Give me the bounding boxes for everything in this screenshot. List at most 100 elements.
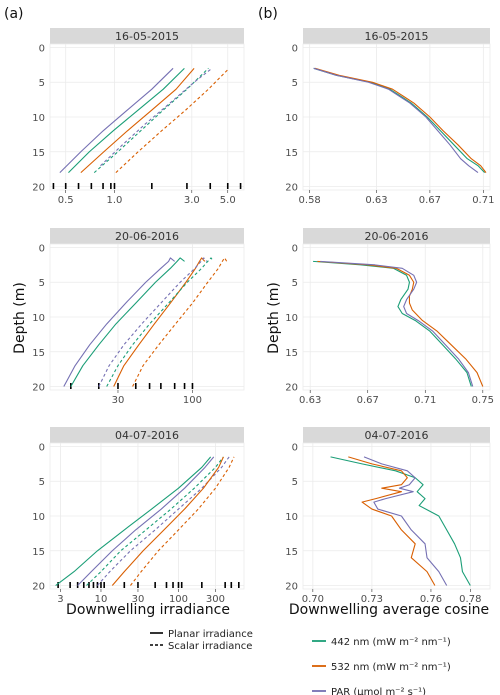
y-tick-label: 20 <box>285 582 298 593</box>
y-tick-label: 0 <box>39 243 45 254</box>
series-line-532-nm-planar <box>80 67 195 174</box>
x-tick-label: 30 <box>132 594 145 605</box>
x-tick-label: 3 <box>57 594 63 605</box>
legend-label-color: PAR (µmol m⁻² s⁻¹) <box>331 687 426 695</box>
x-tick-label: 0.58 <box>299 195 321 206</box>
y-tick-label: 20 <box>32 582 45 593</box>
series-line-442-nm-scalar <box>106 257 214 387</box>
color-legend: 442 nm (mW m⁻² nm⁻¹) 532 nm (mW m⁻² nm⁻¹)… <box>312 637 451 695</box>
y-tick-label: 5 <box>292 477 298 488</box>
x-tick-label: 100 <box>183 395 202 406</box>
x-axis-label-left: Downwelling irradiance <box>66 602 230 618</box>
panel-border <box>302 243 491 391</box>
panel-border <box>49 243 245 391</box>
y-tick-label: 10 <box>32 313 45 324</box>
y-axis-label-left: Depth (m) <box>12 282 28 354</box>
y-tick-label: 20 <box>285 383 298 394</box>
x-tick-label: 30 <box>112 395 125 406</box>
y-tick-label: 15 <box>32 348 45 359</box>
series-line-442-nm <box>313 260 472 387</box>
series-line-442-nm-scalar <box>93 67 209 174</box>
y-tick-label: 10 <box>285 512 298 523</box>
panel-border <box>49 43 245 191</box>
series-line-532-nm-scalar <box>115 67 230 174</box>
facet-strip-label: 16-05-2015 <box>365 30 429 43</box>
series-line-532-nm-scalar <box>132 257 228 387</box>
y-tick-label: 15 <box>285 148 298 159</box>
panel-right-2: 20-06-2016 0 5 10 15 200.63 0.67 0.71 0.75 <box>285 228 494 406</box>
x-tick-label: 100 <box>169 594 188 605</box>
series-line-442-nm-scalar <box>86 456 224 586</box>
x-tick-label: 1.0 <box>107 195 123 206</box>
facet-strip <box>303 427 490 443</box>
facet-strip <box>50 228 244 244</box>
y-tick-label: 15 <box>32 547 45 558</box>
x-tick-label: 0.71 <box>414 395 436 406</box>
x-tick-label: 0.67 <box>357 395 379 406</box>
series-line-par-planar <box>63 257 176 387</box>
facet-strip-label: 04-07-2016 <box>115 429 179 442</box>
x-tick-label: 300 <box>206 594 225 605</box>
series-line-par <box>320 260 474 387</box>
y-tick-label: 15 <box>32 148 45 159</box>
x-tick-label: 5.0 <box>220 195 236 206</box>
x-tick-label: 0.5 <box>58 195 74 206</box>
x-tick-label: 0.78 <box>459 594 481 605</box>
facet-strip-label: 16-05-2015 <box>115 30 179 43</box>
series-line-par-scalar <box>97 456 230 586</box>
y-tick-label: 0 <box>39 442 45 453</box>
panel-border <box>302 43 491 191</box>
y-tick-label: 0 <box>292 43 298 54</box>
panel-border <box>302 442 491 590</box>
y-tick-label: 5 <box>39 78 45 89</box>
y-tick-label: 10 <box>32 113 45 124</box>
y-tick-label: 20 <box>285 183 298 194</box>
panel-border <box>49 442 245 590</box>
series-line-442-nm-planar <box>55 456 212 586</box>
panel-left-1: 16-05-2015 0 5 10 15 20 0.5 1.0 3.0 5.0 <box>32 28 245 206</box>
panel-right-1: 16-05-2015 0 5 10 15 200.58 0.63 0.67 0.71 <box>285 28 494 206</box>
y-tick-label: 5 <box>39 477 45 488</box>
series-line-442-nm-planar <box>70 257 185 387</box>
series-line-par-scalar <box>100 67 213 167</box>
y-tick-label: 5 <box>39 278 45 289</box>
y-tick-label: 20 <box>32 183 45 194</box>
series-line-442-nm-planar <box>68 67 185 174</box>
series-line-532-nm-planar <box>111 456 224 586</box>
y-tick-label: 10 <box>32 512 45 523</box>
y-tick-label: 10 <box>285 313 298 324</box>
series-line-par-planar <box>59 67 174 174</box>
x-axis-label-right: Downwelling average cosine <box>289 602 489 618</box>
x-tick-label: 0.71 <box>472 195 494 206</box>
y-tick-label: 0 <box>292 442 298 453</box>
y-tick-label: 20 <box>32 383 45 394</box>
y-tick-label: 15 <box>285 348 298 359</box>
panel-left-3: 04-07-2016 0 5 10 15 20 3 10 30 100 300 <box>32 427 245 605</box>
y-tick-label: 5 <box>292 78 298 89</box>
facet-strip-label: 04-07-2016 <box>365 429 429 442</box>
series-line-532-nm <box>348 456 436 586</box>
facet-strip-label: 20-06-2016 <box>365 230 429 243</box>
series-line-442-nm <box>330 456 471 586</box>
series-line-532-nm <box>314 67 487 173</box>
y-tick-label: 15 <box>285 547 298 558</box>
legend-label-color: 532 nm (mW m⁻² nm⁻¹) <box>331 662 451 673</box>
x-tick-label: 0.75 <box>472 395 494 406</box>
x-tick-label: 0.76 <box>420 594 442 605</box>
legend-unit: (mW m⁻² nm⁻¹) <box>373 637 451 648</box>
legend-wavelength: 442 nm <box>331 637 373 648</box>
legend-label-linetype: Planar irradiance <box>168 629 253 640</box>
legend-wavelength: 532 nm <box>331 662 373 673</box>
panel-label-a: (a) <box>4 6 24 22</box>
facet-strip <box>303 228 490 244</box>
x-tick-label: 0.70 <box>302 594 324 605</box>
y-axis-label-right: Depth (m) <box>266 282 282 354</box>
panel-left-2: 20-06-2016 0 5 10 15 20 30 100 <box>32 228 245 406</box>
panel-label-b: (b) <box>258 6 278 22</box>
series-line-532-nm <box>317 260 484 387</box>
series-line-par-planar <box>77 456 215 586</box>
y-tick-label: 5 <box>292 278 298 289</box>
legend-label-linetype: Scalar irradiance <box>168 641 252 652</box>
